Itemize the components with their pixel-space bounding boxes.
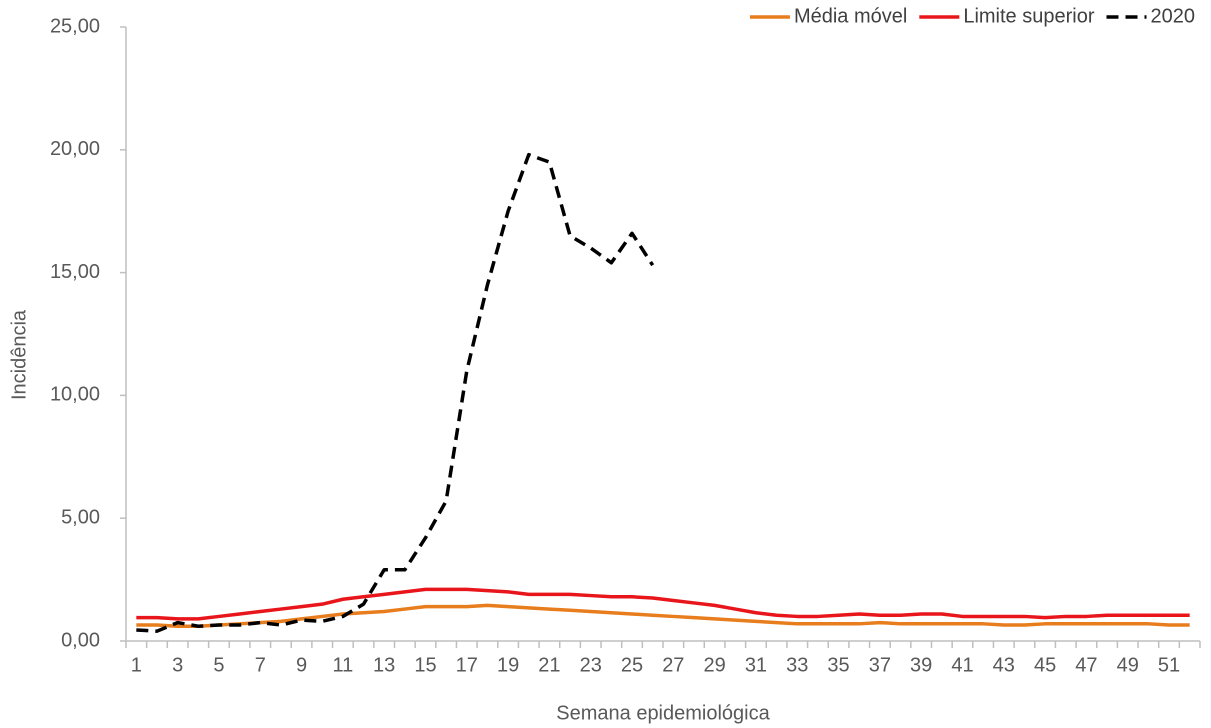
- x-tick-label: 5: [213, 654, 224, 676]
- x-tick-label: 9: [296, 654, 307, 676]
- y-axis-label: Incidência: [8, 309, 30, 400]
- series-line: [136, 152, 655, 633]
- x-tick-label: 15: [414, 654, 436, 676]
- x-tick-label: 19: [497, 654, 519, 676]
- x-tick-label: 11: [332, 654, 353, 676]
- y-tick-label: 25,00: [50, 15, 100, 37]
- legend-label: 2020: [1151, 5, 1196, 27]
- x-tick-label: 39: [910, 654, 932, 676]
- x-tick-label: 45: [1034, 654, 1056, 676]
- x-tick-label: 25: [621, 654, 643, 676]
- x-tick-label: 37: [869, 654, 891, 676]
- x-tick-label: 33: [786, 654, 808, 676]
- x-tick-label: 43: [993, 654, 1015, 676]
- x-tick-label: 31: [745, 654, 767, 676]
- x-tick-label: 29: [704, 654, 726, 676]
- series-line: [136, 603, 1190, 629]
- legend-label: Média móvel: [794, 5, 907, 27]
- x-tick-label: 27: [662, 654, 684, 676]
- x-tick-label: 13: [373, 654, 395, 676]
- x-tick-label: 3: [172, 654, 183, 676]
- y-tick-label: 15,00: [50, 261, 100, 283]
- x-tick-label: 1: [131, 654, 142, 676]
- x-tick-label: 17: [456, 654, 478, 676]
- x-tick-label: 49: [1117, 654, 1139, 676]
- x-axis-label: Semana epidemiológica: [556, 702, 770, 724]
- x-tick-label: 41: [951, 654, 973, 676]
- legend-label: Limite superior: [963, 5, 1095, 27]
- y-tick-label: 0,00: [61, 629, 100, 651]
- x-tick-label: 35: [827, 654, 849, 676]
- y-tick-label: 10,00: [50, 384, 100, 406]
- x-tick-label: 23: [580, 654, 602, 676]
- y-tick-label: 20,00: [50, 138, 100, 160]
- x-tick-label: 21: [538, 654, 560, 676]
- x-tick-label: 7: [255, 654, 266, 676]
- series-line: [136, 587, 1190, 621]
- x-tick-label: 47: [1075, 654, 1097, 676]
- x-tick-label: 51: [1158, 654, 1180, 676]
- y-tick-label: 5,00: [61, 506, 100, 528]
